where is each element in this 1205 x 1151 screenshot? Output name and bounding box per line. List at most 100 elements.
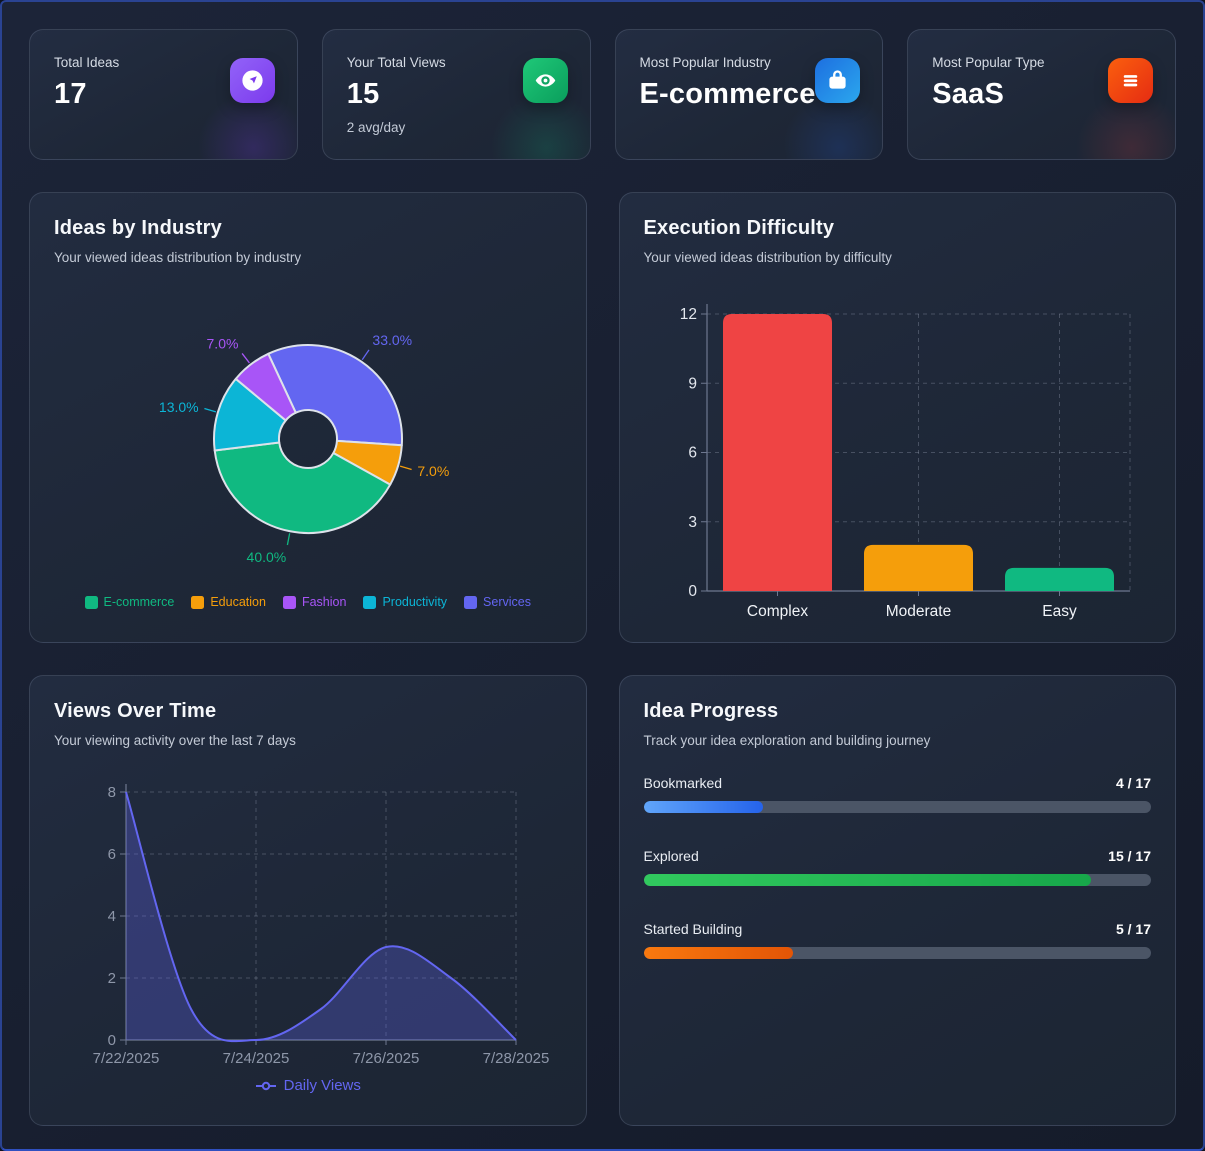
legend-swatch [84,595,98,609]
y-tick-label: 4 [108,908,116,925]
legend-swatch [363,595,377,609]
card-title: Idea Progress [643,700,779,722]
pie-label-line [361,349,370,361]
views-over-time-card: Views Over Time Your viewing activity ov… [29,675,587,1126]
pie-slice-services[interactable] [267,344,403,447]
card-title: Views Over Time [54,700,217,722]
pie-slice-label: 33.0% [372,332,412,348]
pie-slice-label: 13.0% [159,399,199,415]
progress-value: 4 / 17 [1115,775,1151,791]
progress-track [643,801,1151,813]
progress-list: Bookmarked 4 / 17 Explored 15 / 17 Started B… [643,775,1152,959]
card-title: Ideas by Industry [54,217,222,239]
y-tick-label: 0 [108,1032,116,1049]
card-title: Execution Difficulty [643,217,835,239]
line-series-label: Daily Views [283,1077,361,1094]
difficulty-bar-chart: 0 3 6 9 12 Complex Moderate Easy [679,304,1130,620]
eye-icon [522,58,568,103]
y-tick-label: 3 [688,514,697,531]
progress-fill [643,801,763,813]
list-icon [1108,58,1153,103]
stat-value: E-commerce [639,78,816,110]
progress-fill [643,947,793,959]
pie-label-line [399,465,412,471]
bar-complex[interactable] [722,314,832,591]
ideas-by-industry-card: Ideas by Industry Your viewed ideas dist… [29,192,587,643]
stat-label: Most Popular Industry [639,55,771,70]
shopping-bag-icon [815,58,861,103]
legend-item-e-commerce: E-commerce [84,595,175,609]
legend-label: Education [210,595,266,609]
legend-swatch [464,595,478,609]
card-subtitle: Your viewed ideas distribution by diffic… [643,250,892,265]
x-category-label: Easy [1042,603,1077,620]
progress-label: Explored [643,848,699,864]
daily-views-line[interactable] [125,791,517,1043]
y-tick-label: 8 [108,784,116,801]
views-legend: Daily Views [54,1077,562,1094]
progress-item-started-building: Started Building 5 / 17 [643,921,1152,959]
pie-slice-e-commerce[interactable] [213,441,392,534]
pie-label-line [204,407,217,413]
x-tick-label: 7/28/2025 [483,1050,550,1067]
stat-card-total-views: Your Total Views 15 2 avg/day [321,29,591,160]
legend-swatch [282,595,296,609]
progress-head: Explored 15 / 17 [644,848,1152,864]
y-tick-label: 12 [679,306,696,323]
y-tick-label: 9 [688,375,697,392]
stat-label: Most Popular Type [932,55,1045,70]
progress-track [643,874,1151,886]
progress-head: Started Building 5 / 17 [644,921,1152,937]
progress-value: 5 / 17 [1115,921,1151,937]
execution-difficulty-card: Execution Difficulty Your viewed ideas d… [618,192,1176,643]
stats-row: Total Ideas 17 Your Total Views 15 2 avg… [29,29,1176,160]
pie-slice-fashion[interactable] [234,352,297,422]
idea-compass-icon [229,58,275,103]
pie-label-line [241,353,250,364]
stat-value: SaaS [932,78,1004,110]
bar-easy[interactable] [1004,567,1114,591]
legend-item-fashion: Fashion [282,595,346,609]
y-tick-label: 0 [688,583,697,600]
legend-swatch [191,595,205,609]
progress-head: Bookmarked 4 / 17 [644,775,1152,791]
card-subtitle: Your viewed ideas distribution by indust… [54,250,302,265]
charts-grid: Ideas by Industry Your viewed ideas dist… [29,192,1176,1126]
x-tick-label: 7/22/2025 [93,1050,160,1067]
progress-track [643,947,1151,959]
legend-label: Services [483,595,531,609]
legend-item-productivity: Productivity [363,595,447,609]
card-subtitle: Track your idea exploration and building… [643,733,931,748]
progress-label: Bookmarked [643,775,723,791]
stat-label: Total Ideas [54,55,120,70]
idea-progress-card: Idea Progress Track your idea exploratio… [618,675,1176,1126]
progress-value: 15 / 17 [1108,848,1151,864]
legend-label: E-commerce [103,595,175,609]
x-category-label: Moderate [885,603,950,620]
pie-slice-label: 7.0% [207,336,239,352]
progress-item-explored: Explored 15 / 17 [643,848,1152,886]
card-subtitle: Your viewing activity over the last 7 da… [54,733,296,748]
progress-label: Started Building [643,921,743,937]
area-fill[interactable] [126,792,516,1042]
pie-slice-label: 7.0% [417,463,449,479]
pie-slice-label: 40.0% [247,549,287,565]
y-tick-label: 6 [108,846,116,863]
y-tick-label: 2 [108,970,116,987]
industry-legend: E-commerce Education Fashion Productivity Se… [54,595,562,609]
line-series-icon [255,1081,276,1090]
stat-card-popular-industry: Most Popular Industry E-commerce [614,29,884,160]
legend-label: Productivity [382,595,448,609]
legend-item-education: Education [191,595,266,609]
x-category-label: Complex [746,603,807,620]
pie-label-line [286,533,291,546]
y-tick-label: 6 [688,445,697,462]
progress-fill [643,874,1092,886]
stat-value: 17 [54,78,87,110]
legend-item-services: Services [464,595,531,609]
stat-card-total-ideas: Total Ideas 17 [29,29,298,160]
views-area-chart: 0 2 4 6 8 7/22/2025 7/24/2025 7/26/2025 7/28/202… [93,784,550,1067]
bar-moderate[interactable] [863,544,973,591]
x-tick-label: 7/26/2025 [353,1050,420,1067]
